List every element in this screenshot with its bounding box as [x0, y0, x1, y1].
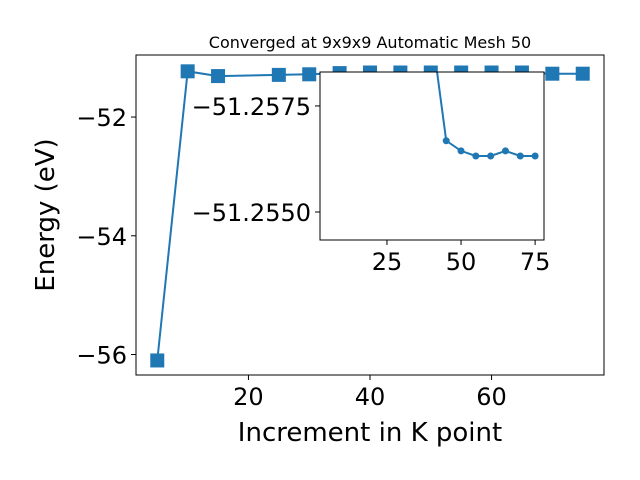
marker: [487, 152, 495, 160]
x-tick-label: 50: [446, 248, 477, 276]
plot-area: [436, 72, 539, 160]
marker: [472, 152, 480, 160]
x-tick-label: 20: [233, 383, 264, 411]
axes-background: [320, 72, 544, 240]
y-tick-label: −54: [76, 223, 127, 251]
marker: [516, 152, 524, 160]
marker: [211, 69, 226, 84]
x-axis-label: Increment in K point: [238, 418, 502, 448]
marker: [545, 66, 560, 81]
marker: [271, 67, 286, 82]
y-tick-label: −51.2550: [192, 199, 311, 227]
y-tick-label: −52: [76, 104, 127, 132]
marker: [457, 147, 465, 155]
x-tick-label: 75: [520, 248, 551, 276]
marker: [180, 64, 195, 79]
marker: [302, 67, 317, 82]
axes-frame: [319, 71, 545, 241]
marker: [501, 147, 509, 155]
marker: [150, 353, 165, 368]
x-tick-label: 60: [476, 383, 507, 411]
marker: [575, 66, 590, 81]
y-tick-label: −51.2575: [192, 93, 311, 121]
x-tick-label: 25: [372, 248, 403, 276]
x-tick-label: 40: [355, 383, 386, 411]
y-axis-label: Energy (eV): [31, 138, 61, 291]
chart-title: Converged at 9x9x9 Automatic Mesh 50: [209, 33, 531, 52]
y-tick-label: −56: [76, 342, 127, 370]
marker: [531, 152, 539, 160]
marker: [442, 137, 450, 145]
